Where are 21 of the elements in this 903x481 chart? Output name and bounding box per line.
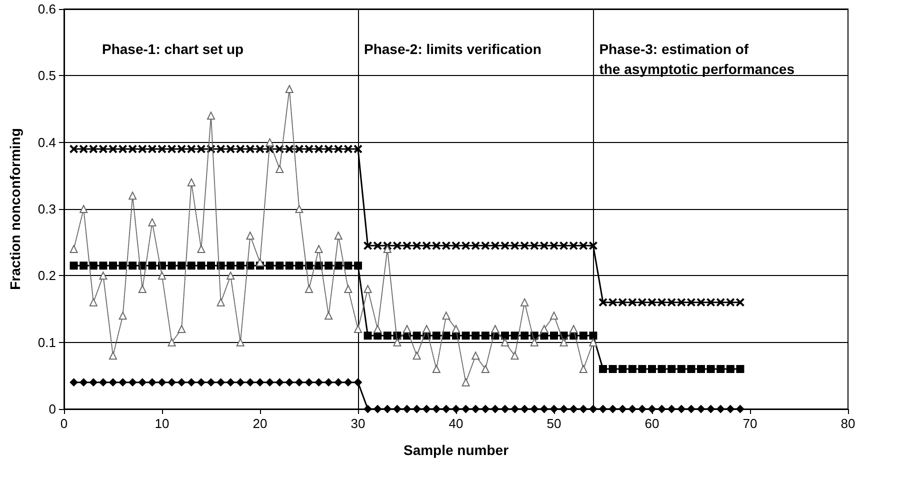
annotation: Phase-2: limits verification [364,41,542,57]
y-tick-label: 0.3 [38,202,56,216]
x-tick-label: 60 [644,416,660,431]
annotation: Phase-3: estimation of the asymptotic performances [599,41,795,77]
x-axis-title: Sample number [403,442,510,458]
x-tick-label: 40 [448,416,464,431]
x-tick-label: 70 [742,416,758,431]
x-tick-label: 0 [60,416,68,431]
y-tick-label: 0.2 [38,268,56,284]
y-tick-label: 0.5 [38,68,56,84]
y-tick-label: 0.1 [38,334,56,350]
x-tick-label: 50 [546,416,562,431]
annotation: Phase-1: chart set up [102,41,244,57]
x-tick-label: 10 [154,416,170,431]
x-tick-label: 20 [252,416,268,431]
x-tick-label: 30 [350,416,366,431]
y-tick-label: 0.4 [38,134,56,150]
y-axis-title: Fraction nonconforming [7,128,23,290]
x-tick-label: 80 [840,416,856,431]
y-tick-label: 0 [48,402,56,416]
y-tick-label: 0.6 [38,2,56,16]
